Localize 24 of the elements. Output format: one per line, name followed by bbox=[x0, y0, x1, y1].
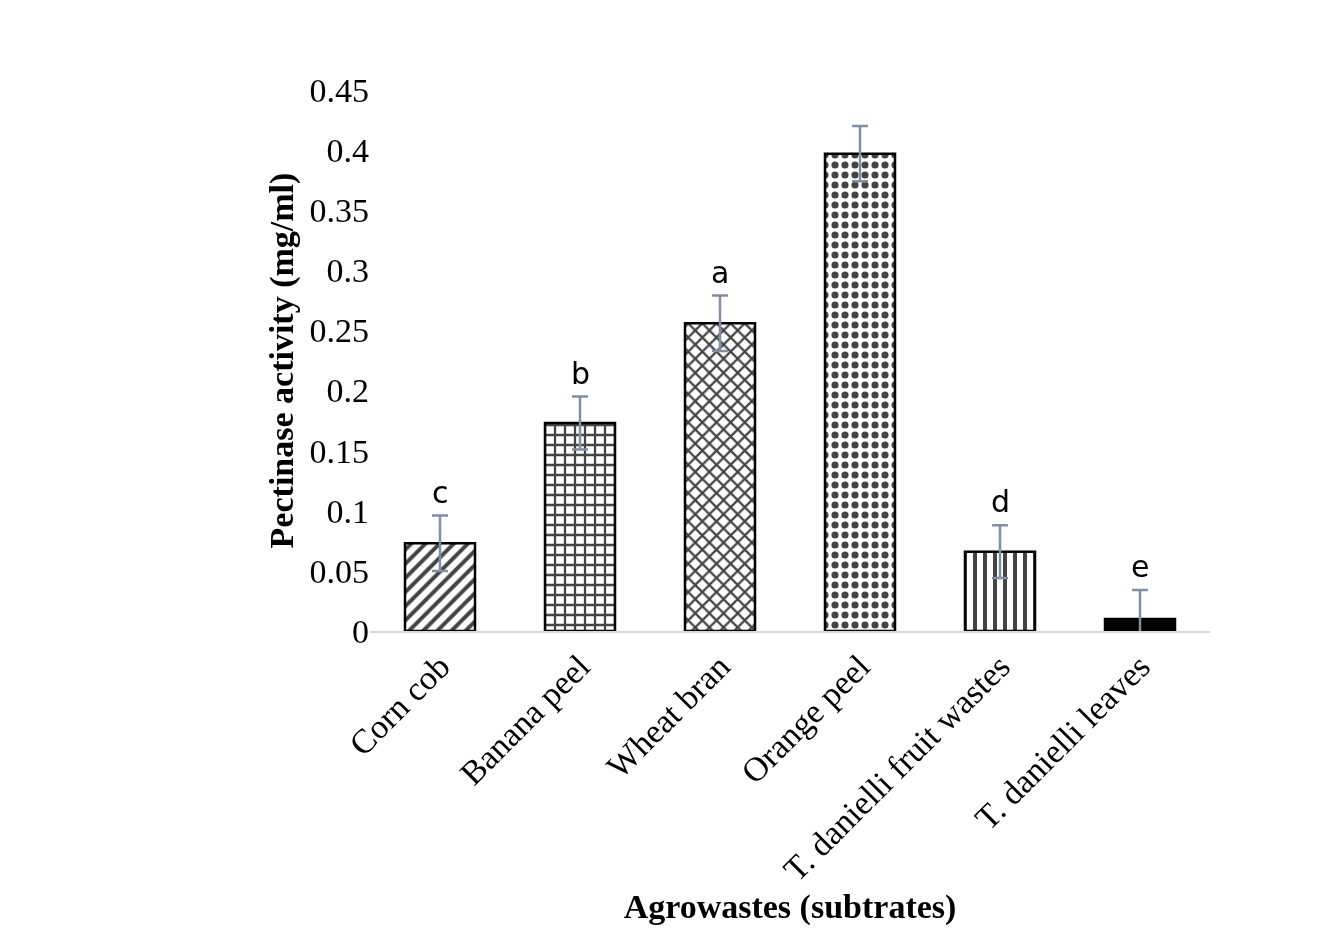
bar bbox=[403, 541, 477, 631]
y-tick-label: 0.35 bbox=[309, 192, 369, 230]
y-tick-label: 0.25 bbox=[309, 312, 369, 350]
x-axis-title: Agrowastes (subtrates) bbox=[623, 888, 957, 927]
bar bbox=[823, 152, 897, 631]
bar bbox=[963, 550, 1037, 631]
data-label: e bbox=[1131, 549, 1150, 584]
y-axis-title: Pectinase activity (mg/ml) bbox=[263, 172, 302, 549]
data-label: a bbox=[711, 255, 730, 290]
x-tick-label: Corn cob bbox=[342, 647, 457, 763]
y-tick-label: 0.4 bbox=[326, 132, 369, 170]
data-label: c bbox=[432, 475, 449, 510]
bar bbox=[543, 421, 617, 631]
bar bbox=[683, 321, 757, 631]
y-tick-label: 0.3 bbox=[326, 252, 369, 290]
data-label: d bbox=[991, 484, 1011, 519]
y-tick-label: 0.15 bbox=[309, 432, 369, 470]
y-tick-label: 0.1 bbox=[326, 492, 369, 530]
data-label: b bbox=[571, 356, 591, 391]
y-tick-label: 0.2 bbox=[326, 372, 369, 410]
bar bbox=[1103, 617, 1177, 631]
y-tick-label: 0 bbox=[352, 612, 369, 650]
y-tick-label: 0.45 bbox=[309, 71, 369, 109]
y-tick-label: 0.05 bbox=[309, 552, 369, 590]
